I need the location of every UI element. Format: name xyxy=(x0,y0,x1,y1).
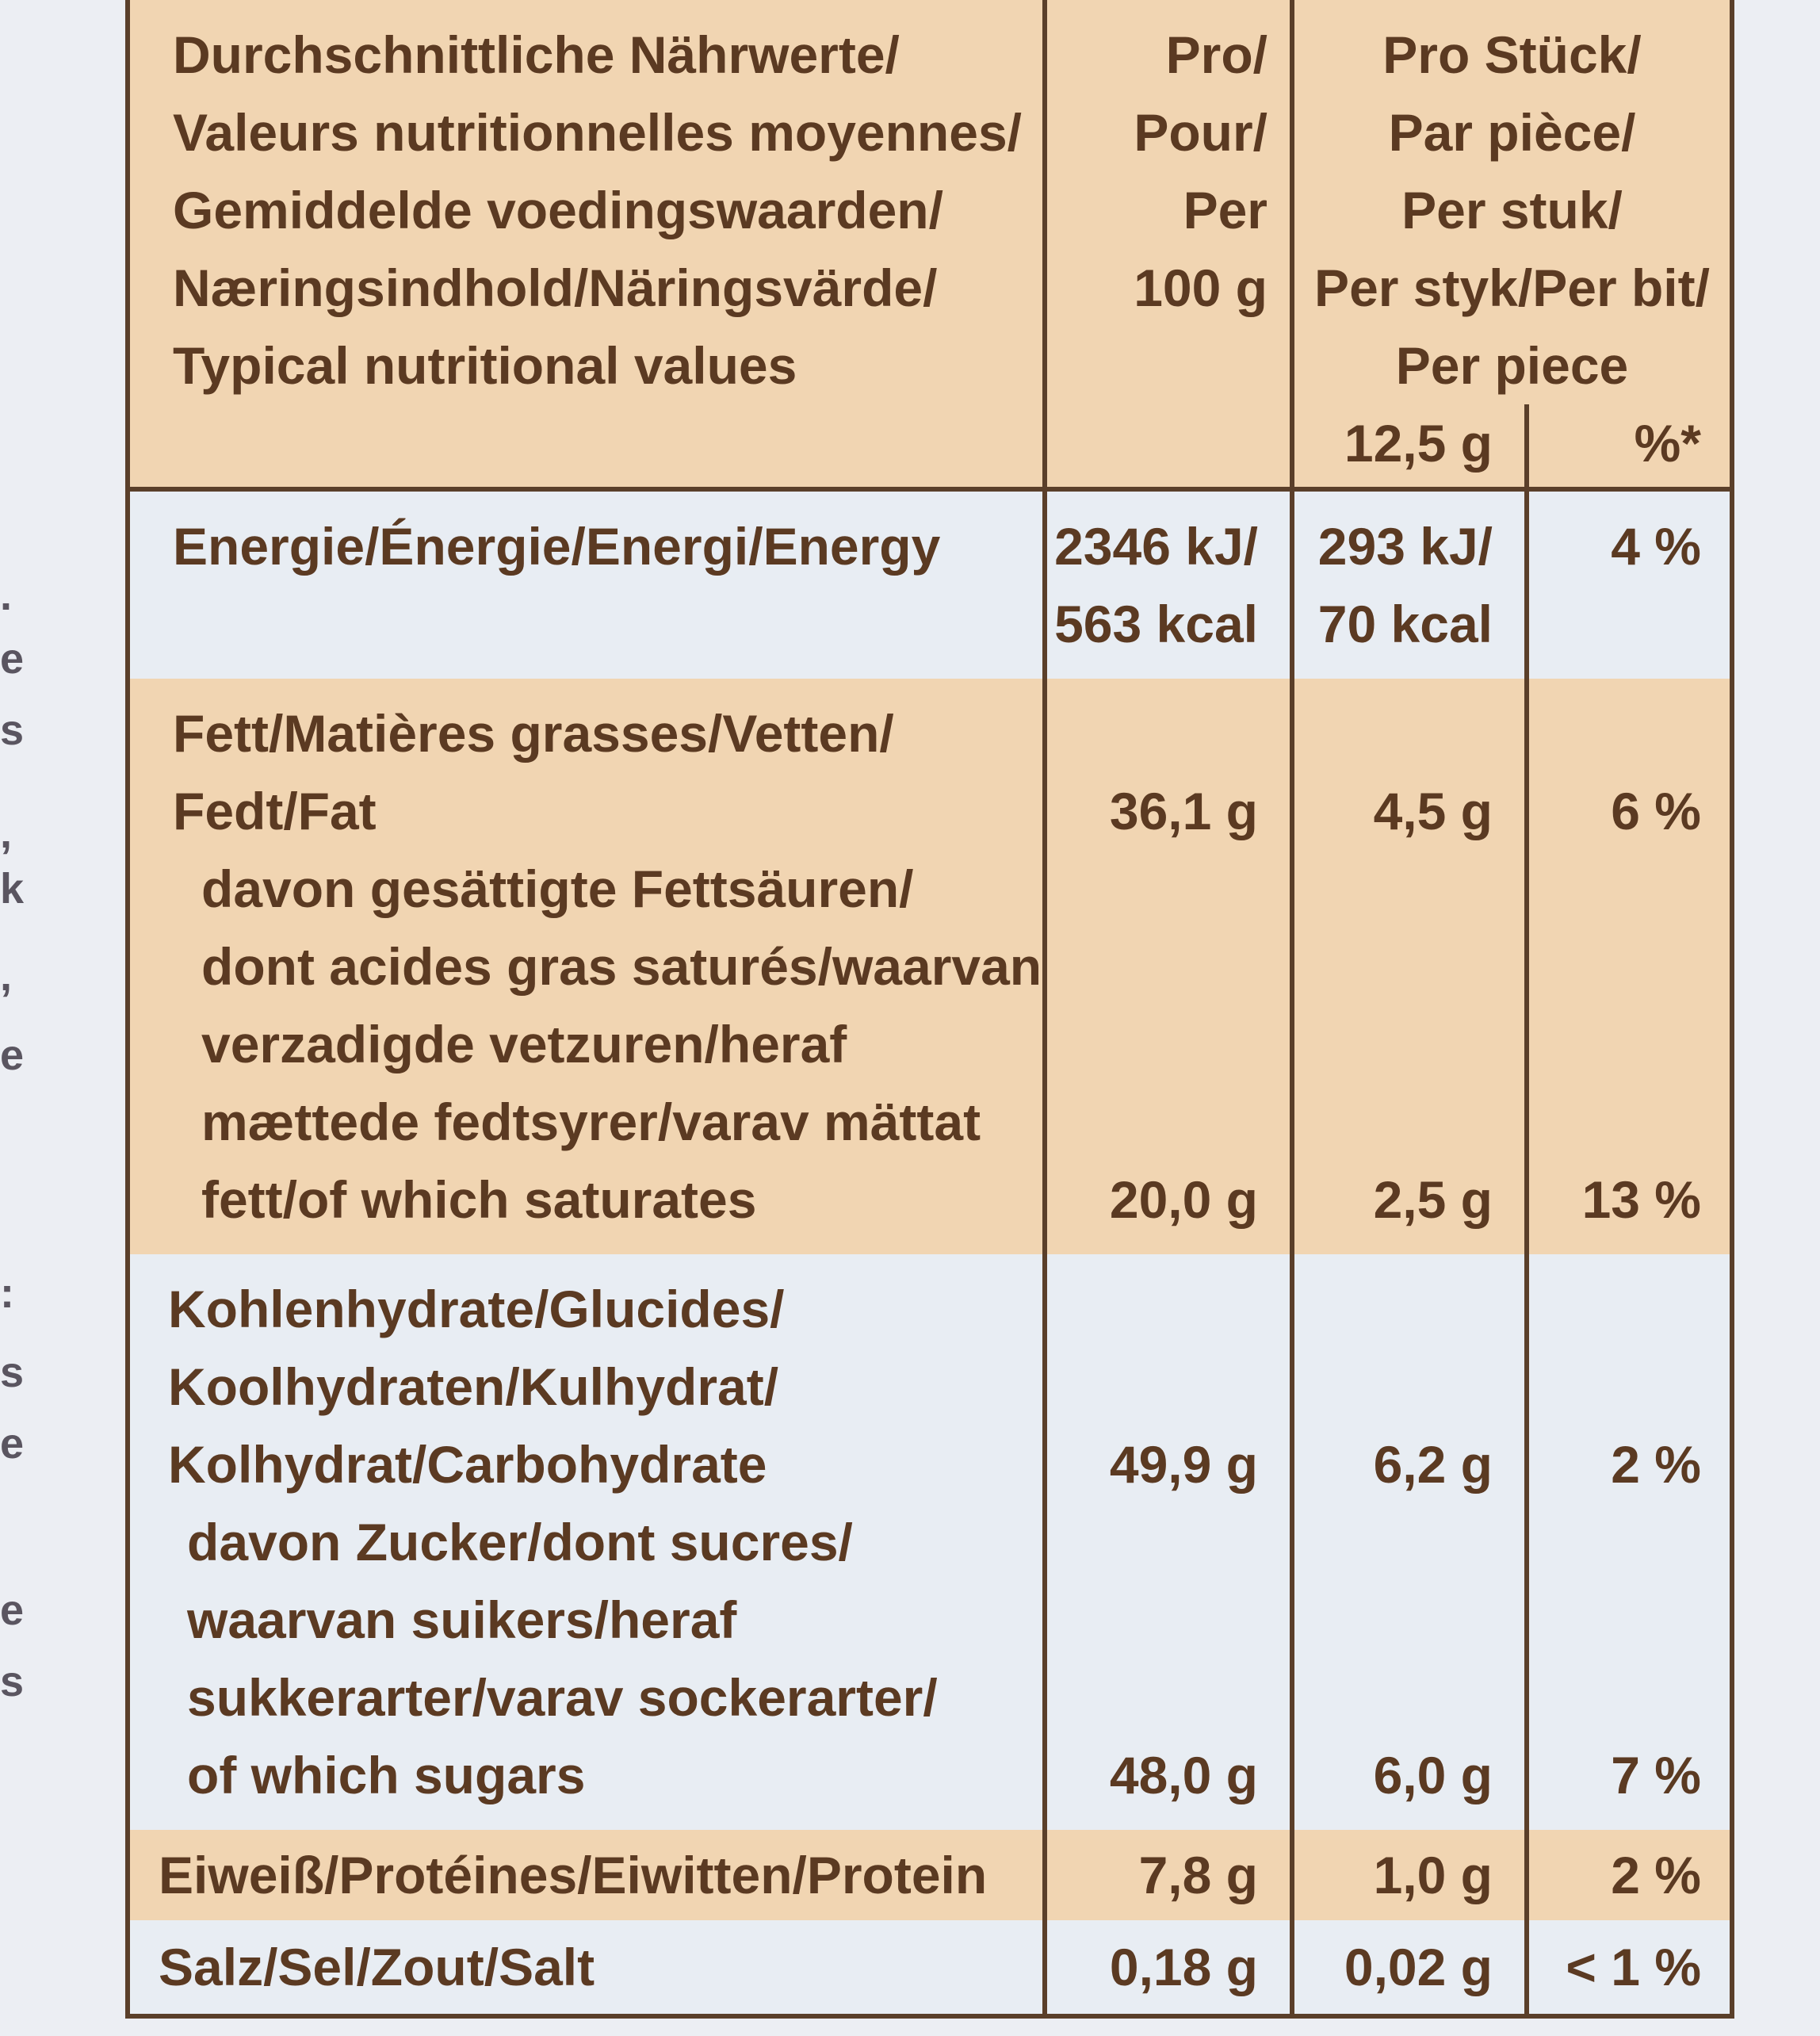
fat-label: Fett/Matières grasses/Vetten/ Fedt/Fat xyxy=(130,679,1045,850)
margin-glyph: e xyxy=(0,1031,25,1079)
margin-glyph: s xyxy=(0,706,25,754)
energy-piece-kj: 293 kJ/ xyxy=(1317,517,1493,576)
carbs-piece: 6,2 g xyxy=(1290,1254,1527,1503)
margin-glyph: e xyxy=(0,635,25,683)
header-percent-symbol: %* xyxy=(1524,404,1730,489)
header-per-piece: Pro Stück/ Par pièce/ Per stuk/ Per styk… xyxy=(1290,0,1730,404)
table-row-energy: Energie/Énergie/Energi/Energy 2346 kJ/ 5… xyxy=(130,487,1730,679)
sugars-pct: 7 % xyxy=(1524,1503,1730,1830)
protein-label: Eiweiß/Protéines/Eiwitten/Protein xyxy=(130,1830,1045,1920)
energy-label: Energie/Énergie/Energi/Energy xyxy=(130,487,1045,679)
table-row-saturates: davon gesättigte Fettsäuren/ dont acides… xyxy=(130,850,1730,1254)
energy-piece: 293 kJ/ 70 kcal xyxy=(1290,487,1527,679)
table-row-fat: Fett/Matières grasses/Vetten/ Fedt/Fat 3… xyxy=(130,679,1730,850)
sugars-per100: 48,0 g xyxy=(1042,1503,1292,1830)
margin-glyph: k xyxy=(0,865,25,913)
carbs-label: Kohlenhydrate/Glucides/ Koolhydraten/Kul… xyxy=(130,1254,1045,1503)
salt-pct: < 1 % xyxy=(1524,1920,1730,2014)
margin-glyph: s xyxy=(0,1658,25,1705)
header-title: Durchschnittliche Nährwerte/ Valeurs nut… xyxy=(130,0,1045,489)
table-row-salt: Salz/Sel/Zout/Salt 0,18 g 0,02 g < 1 % xyxy=(130,1920,1730,2014)
carbs-per100: 49,9 g xyxy=(1042,1254,1292,1503)
sugars-piece: 6,0 g xyxy=(1290,1503,1527,1830)
sugars-label: davon Zucker/dont sucres/ waarvan suiker… xyxy=(130,1503,1045,1830)
carbs-pct: 2 % xyxy=(1524,1254,1730,1503)
fat-per100-value: 36,1 g xyxy=(1109,782,1258,840)
header-per-100g: Pro/ Pour/ Per 100 g xyxy=(1042,0,1292,489)
protein-piece: 1,0 g xyxy=(1290,1830,1527,1920)
saturates-per100: 20,0 g xyxy=(1042,850,1292,1254)
margin-glyph: , xyxy=(0,952,13,1000)
saturates-piece: 2,5 g xyxy=(1290,850,1527,1254)
fat-piece: 4,5 g xyxy=(1290,679,1527,850)
saturates-pct: 13 % xyxy=(1524,850,1730,1254)
energy-per100-kj: 2346 kJ/ xyxy=(1054,517,1258,576)
margin-glyph: : xyxy=(0,1269,14,1317)
salt-per100: 0,18 g xyxy=(1042,1920,1292,2014)
table-row-carbs: Kohlenhydrate/Glucides/ Koolhydraten/Kul… xyxy=(130,1254,1730,1503)
header-piece-weight: 12,5 g xyxy=(1290,404,1527,489)
nutrition-table: Durchschnittliche Nährwerte/ Valeurs nut… xyxy=(130,0,1730,2014)
margin-glyph: . xyxy=(0,572,13,619)
margin-glyph: s xyxy=(0,1349,25,1396)
energy-per100: 2346 kJ/ 563 kcal xyxy=(1042,487,1292,679)
energy-piece-kcal: 70 kcal xyxy=(1317,595,1493,653)
margin-glyph: e xyxy=(0,1420,25,1468)
table-row-sugars: davon Zucker/dont sucres/ waarvan suiker… xyxy=(130,1503,1730,1830)
saturates-label: davon gesättigte Fettsäuren/ dont acides… xyxy=(130,850,1045,1254)
margin-glyph: , xyxy=(0,809,13,857)
header-subrow: 12,5 g %* xyxy=(130,404,1730,489)
energy-per100-kcal: 563 kcal xyxy=(1054,595,1258,653)
fat-pct: 6 % xyxy=(1524,679,1730,850)
fat-per100: 36,1 g xyxy=(1042,679,1292,850)
margin-glyph: e xyxy=(0,1586,25,1634)
energy-pct: 4 % xyxy=(1524,487,1730,679)
table-row-protein: Eiweiß/Protéines/Eiwitten/Protein 7,8 g … xyxy=(130,1830,1730,1920)
protein-per100: 7,8 g xyxy=(1042,1830,1292,1920)
table-header: Durchschnittliche Nährwerte/ Valeurs nut… xyxy=(130,0,1730,489)
protein-pct: 2 % xyxy=(1524,1830,1730,1920)
salt-piece: 0,02 g xyxy=(1290,1920,1527,2014)
fat-piece-value: 4,5 g xyxy=(1373,782,1493,840)
fat-pct-value: 6 % xyxy=(1611,782,1701,840)
salt-label: Salz/Sel/Zout/Salt xyxy=(130,1920,1045,2014)
